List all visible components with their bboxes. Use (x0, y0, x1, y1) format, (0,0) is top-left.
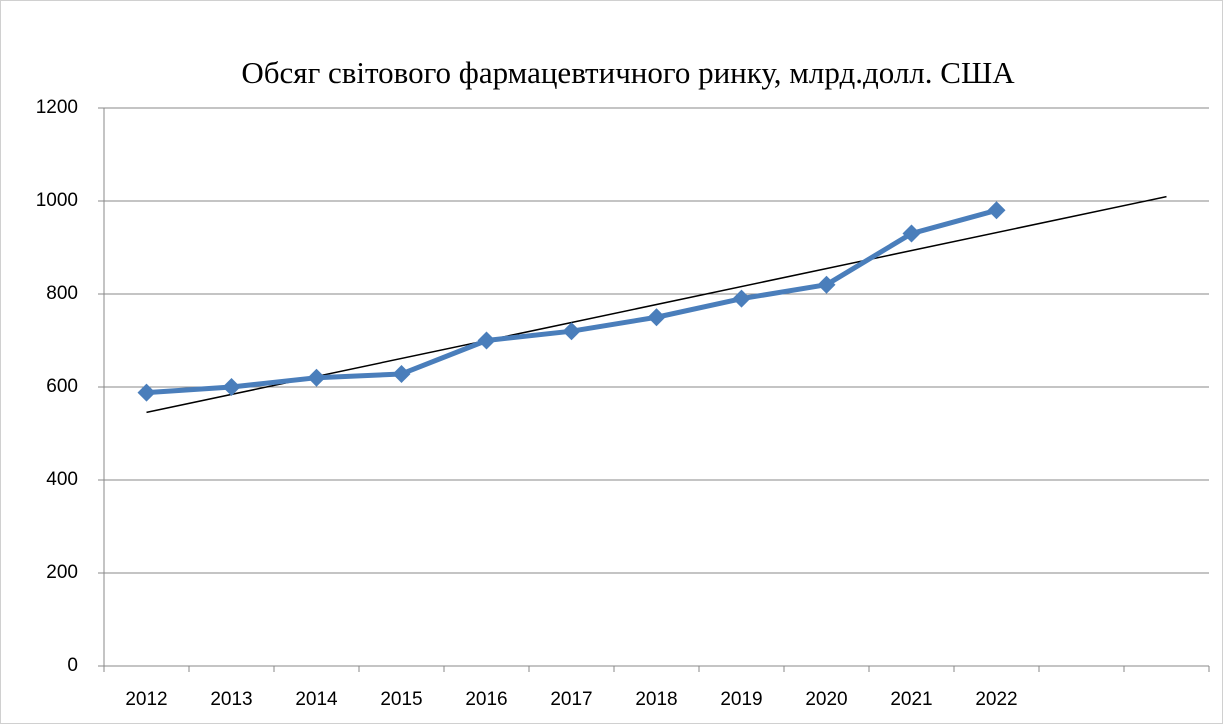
y-tick-label: 1000 (36, 190, 78, 211)
data-point (307, 368, 326, 387)
chart-title: Обсяг світового фармацевтичного ринку, м… (241, 55, 1015, 90)
data-point (477, 331, 496, 350)
data-point (647, 308, 666, 327)
y-tick-label: 1200 (36, 97, 78, 118)
data-point (732, 289, 751, 308)
y-tick-label: 200 (46, 562, 78, 583)
data-point (817, 275, 836, 294)
y-tick-label: 600 (46, 376, 78, 397)
x-tick-label: 2012 (125, 689, 167, 710)
x-tick-label: 2017 (550, 689, 592, 710)
x-tick-label: 2019 (720, 689, 762, 710)
x-tick-label: 2015 (380, 689, 422, 710)
y-tick-label: 0 (67, 655, 78, 676)
x-tick-label: 2018 (635, 689, 677, 710)
x-tick-label: 2021 (890, 689, 932, 710)
data-point (137, 383, 156, 402)
x-tick-label: 2022 (975, 689, 1017, 710)
x-tick-label: 2014 (295, 689, 338, 710)
data-point (392, 364, 411, 383)
data-point (902, 224, 921, 243)
x-tick-label: 2020 (805, 689, 847, 710)
x-tick-label: 2013 (210, 689, 252, 710)
y-tick-label: 800 (46, 283, 78, 304)
data-point (562, 322, 581, 341)
x-tick-label: 2016 (465, 689, 507, 710)
data-point (987, 201, 1006, 220)
y-tick-label: 400 (46, 469, 78, 490)
data-point (222, 378, 241, 396)
